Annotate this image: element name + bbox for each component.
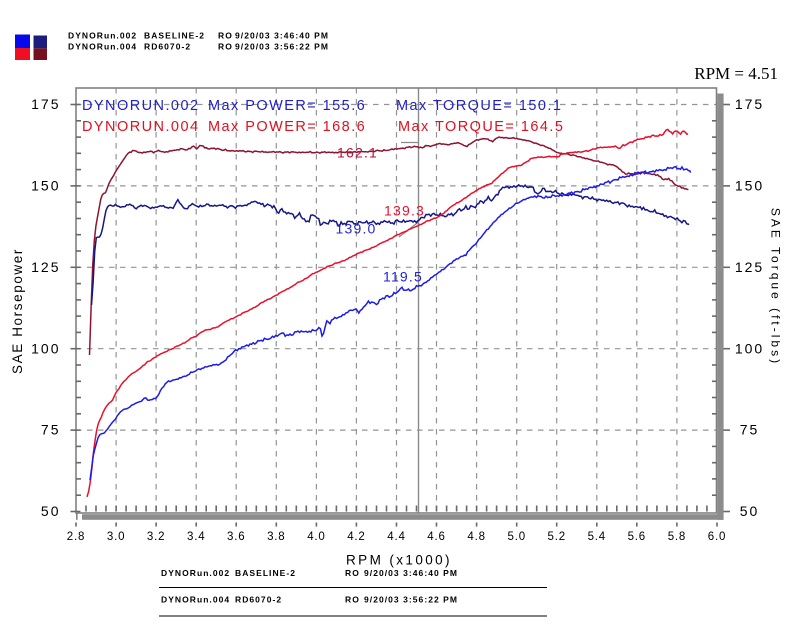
svg-text:DYNORun.002: DYNORun.002 <box>68 30 137 40</box>
svg-text:BASELINE-2: BASELINE-2 <box>235 568 296 578</box>
svg-text:6.0: 6.0 <box>708 531 726 543</box>
svg-text:DYNORun.002: DYNORun.002 <box>161 568 230 578</box>
svg-text:4.2: 4.2 <box>347 531 365 543</box>
svg-text:4.8: 4.8 <box>467 531 485 543</box>
svg-text:3.2: 3.2 <box>147 531 165 543</box>
svg-text:150: 150 <box>735 178 764 194</box>
svg-text:75: 75 <box>41 422 61 438</box>
svg-text:Max TORQUE= 164.5: Max TORQUE= 164.5 <box>398 119 564 135</box>
svg-text:Max POWER= 155.6: Max POWER= 155.6 <box>208 98 366 114</box>
svg-text:139.0: 139.0 <box>336 221 377 237</box>
svg-text:DYNORUN.002: DYNORUN.002 <box>82 98 199 114</box>
svg-text:125: 125 <box>735 259 764 275</box>
svg-text:DYNORUN.004: DYNORUN.004 <box>82 119 199 135</box>
svg-text:RO: RO <box>218 30 233 40</box>
svg-text:9/20/03 3:46:40 PM: 9/20/03 3:46:40 PM <box>235 30 329 40</box>
svg-text:4.0: 4.0 <box>307 531 325 543</box>
svg-text:4.6: 4.6 <box>427 531 445 543</box>
svg-text:5.4: 5.4 <box>588 531 606 543</box>
svg-text:RD6070-2: RD6070-2 <box>235 595 282 605</box>
svg-text:RO: RO <box>345 568 360 578</box>
svg-text:DYNORun.004: DYNORun.004 <box>68 41 137 51</box>
svg-text:SAE Torque (ft-lbs): SAE Torque (ft-lbs) <box>769 208 783 366</box>
svg-text:RD6070-2: RD6070-2 <box>144 41 191 51</box>
svg-text:BASELINE-2: BASELINE-2 <box>144 30 205 40</box>
svg-text:175: 175 <box>735 96 764 112</box>
svg-text:9/20/03 3:56:22 PM: 9/20/03 3:56:22 PM <box>235 41 329 51</box>
svg-text:139.3: 139.3 <box>384 203 425 219</box>
svg-text:RPM (x1000): RPM (x1000) <box>346 553 452 568</box>
svg-text:SAE Horsepower: SAE Horsepower <box>10 248 25 374</box>
svg-text:75: 75 <box>740 422 760 438</box>
svg-text:3.8: 3.8 <box>267 531 285 543</box>
svg-text:9/20/03 3:56:22 PM: 9/20/03 3:56:22 PM <box>364 595 458 605</box>
svg-text:3.4: 3.4 <box>187 531 205 543</box>
svg-text:150: 150 <box>31 178 60 194</box>
svg-text:9/20/03 3:46:40 PM: 9/20/03 3:46:40 PM <box>364 568 458 578</box>
svg-text:100: 100 <box>31 340 60 356</box>
svg-text:2.8: 2.8 <box>67 531 85 543</box>
svg-text:5.6: 5.6 <box>628 531 646 543</box>
svg-text:50: 50 <box>740 503 760 519</box>
svg-text:100: 100 <box>735 340 764 356</box>
svg-text:5.8: 5.8 <box>668 531 686 543</box>
svg-text:3.6: 3.6 <box>227 531 245 543</box>
svg-text:RO: RO <box>345 595 360 605</box>
svg-text:5.2: 5.2 <box>548 531 566 543</box>
svg-text:125: 125 <box>31 259 60 275</box>
svg-text:RPM = 4.51: RPM = 4.51 <box>694 64 778 83</box>
svg-text:4.4: 4.4 <box>387 531 405 543</box>
svg-text:5.0: 5.0 <box>508 531 526 543</box>
svg-text:Max TORQUE= 150.1: Max TORQUE= 150.1 <box>396 98 562 114</box>
svg-text:DYNORun.004: DYNORun.004 <box>161 595 230 605</box>
svg-text:Max POWER= 168.6: Max POWER= 168.6 <box>208 119 366 135</box>
svg-text:119.5: 119.5 <box>383 269 423 285</box>
svg-text:3.0: 3.0 <box>107 531 125 543</box>
svg-text:175: 175 <box>31 96 60 112</box>
svg-text:162.1: 162.1 <box>337 145 378 161</box>
svg-text:RO: RO <box>218 41 233 51</box>
svg-text:50: 50 <box>41 503 61 519</box>
